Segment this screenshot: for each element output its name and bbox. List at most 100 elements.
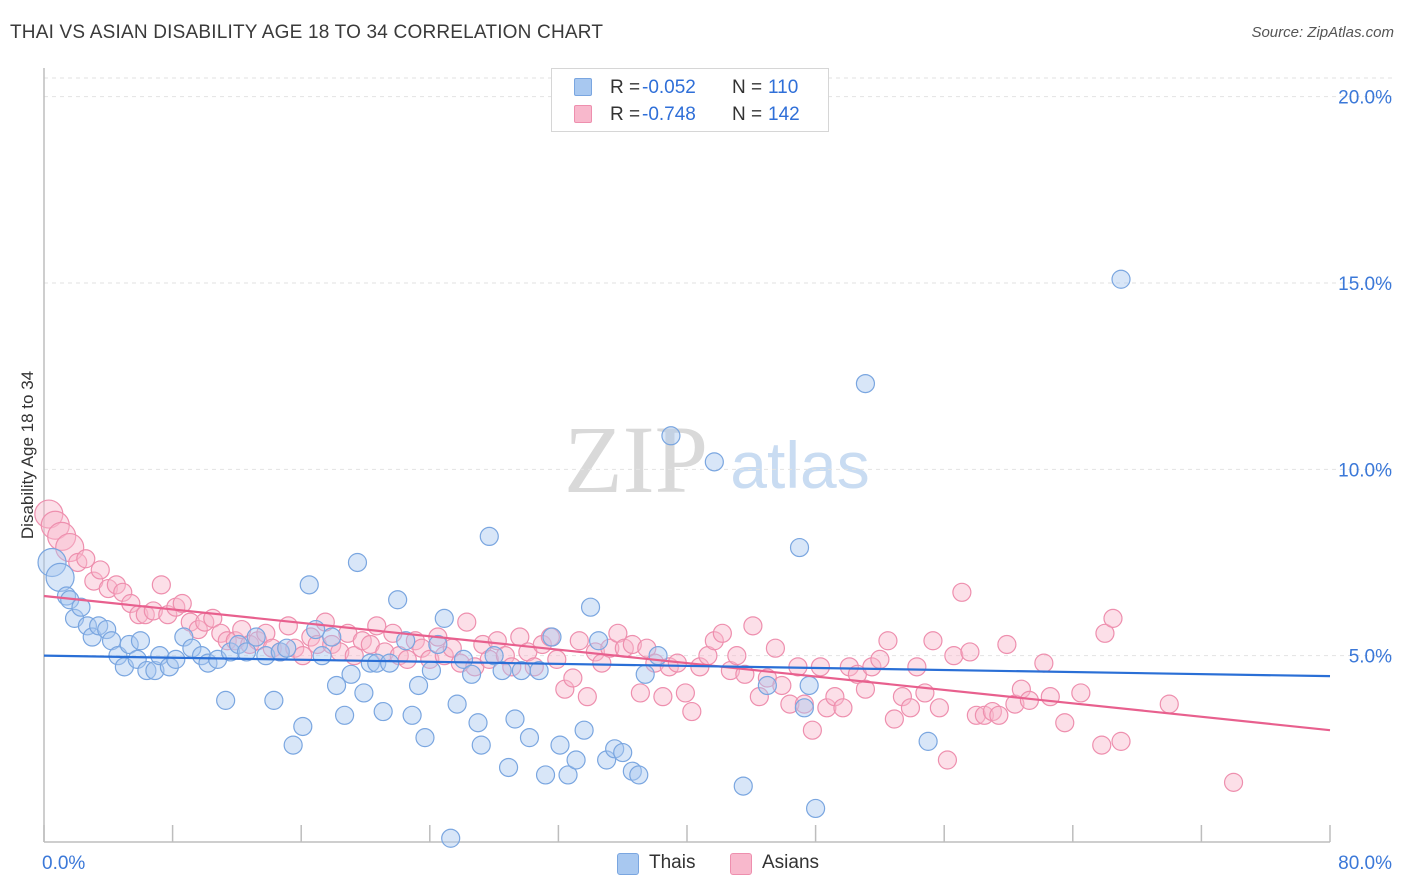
thais-point xyxy=(855,374,876,394)
thais-point xyxy=(137,660,157,681)
n-label: N = xyxy=(732,104,763,125)
thais-point xyxy=(119,634,139,655)
asians-point xyxy=(600,638,620,658)
asians-point xyxy=(90,560,110,580)
thais-point xyxy=(56,586,77,606)
thais-point xyxy=(434,608,454,628)
asians-point xyxy=(1095,623,1115,643)
thais-point xyxy=(805,798,826,819)
thais-point xyxy=(550,735,570,755)
legend-label-asians: Asians xyxy=(762,852,820,873)
trend-lines xyxy=(43,594,1331,732)
thais-point xyxy=(220,642,241,662)
y-tick-label: 10.0% xyxy=(1338,460,1392,481)
thais-point xyxy=(580,597,601,617)
thais-point xyxy=(322,627,342,647)
thais-point xyxy=(535,765,556,785)
thais-swatch xyxy=(574,78,592,96)
thais-point xyxy=(542,627,562,647)
asians-point xyxy=(412,638,432,658)
asians-point xyxy=(1055,713,1075,733)
asians-point xyxy=(997,634,1017,655)
thais-point xyxy=(277,638,297,658)
tick-labels: 5.0% 10.0% 15.0% 20.0% 0.0% 80.0% xyxy=(42,88,1392,874)
thais-point xyxy=(479,526,499,547)
x-tick-label: 0.0% xyxy=(42,853,85,874)
x-tick-label: 80.0% xyxy=(1338,853,1392,874)
asians-point xyxy=(989,705,1009,725)
asians-point xyxy=(76,549,96,569)
thais-point xyxy=(37,547,67,578)
asians-point xyxy=(817,698,837,718)
asians-point xyxy=(780,694,800,714)
r-label: R = xyxy=(610,77,641,98)
y-tick-label: 15.0% xyxy=(1338,274,1392,295)
thais-point xyxy=(468,713,488,733)
thais-trend-line xyxy=(43,654,1331,678)
thais-point xyxy=(421,660,442,681)
asians-point xyxy=(900,698,921,718)
asians-point xyxy=(825,687,845,707)
thais-point xyxy=(629,765,649,785)
asians-point xyxy=(569,631,589,651)
thais-point xyxy=(471,735,491,755)
n-label: N = xyxy=(732,77,763,98)
asians-point xyxy=(884,709,904,729)
thais-point xyxy=(428,634,448,655)
r-label: R = xyxy=(610,104,641,125)
asians-point xyxy=(637,638,657,658)
thais-point xyxy=(335,705,355,725)
thais-point xyxy=(388,590,408,610)
asians-point xyxy=(1092,735,1112,755)
asians-point xyxy=(630,683,650,703)
thais-point xyxy=(799,675,819,696)
asians-trend-line xyxy=(43,594,1331,732)
thais-point xyxy=(733,776,753,796)
thais-point xyxy=(794,698,814,718)
thais-point xyxy=(71,597,91,617)
asians-point xyxy=(106,575,126,595)
thais-point xyxy=(130,631,151,651)
thais-point xyxy=(360,653,380,673)
asians-point xyxy=(923,631,943,651)
r-value: -0.748 xyxy=(642,104,696,125)
asians-point xyxy=(457,612,477,632)
thais-point xyxy=(293,716,313,737)
thais-point xyxy=(529,660,549,681)
asians-point xyxy=(547,649,567,669)
asians-point xyxy=(55,532,85,563)
asians-point xyxy=(833,698,853,718)
asians-point xyxy=(682,701,702,722)
thais-point xyxy=(492,660,512,681)
thais-point xyxy=(566,750,586,770)
asians-point xyxy=(1071,683,1091,703)
asians-point xyxy=(1223,772,1244,792)
thais-point xyxy=(228,634,249,655)
thais-point xyxy=(97,619,117,640)
thais-point xyxy=(648,646,668,666)
thais-points xyxy=(37,269,1131,848)
asians-point xyxy=(952,582,972,602)
asians-point xyxy=(878,631,898,651)
thais-point xyxy=(396,631,416,651)
asians-point xyxy=(802,720,822,740)
asians-point xyxy=(675,683,695,703)
asians-point xyxy=(862,657,882,677)
thais-point xyxy=(415,728,435,748)
asians-point xyxy=(870,649,890,669)
asians-point xyxy=(765,638,786,658)
thais-point xyxy=(373,701,393,722)
asians-point xyxy=(1034,653,1054,673)
thais-swatch xyxy=(617,853,639,875)
thais-point xyxy=(347,552,368,573)
y-tick-label: 5.0% xyxy=(1349,647,1392,668)
thais-point xyxy=(216,690,236,710)
watermark-zip: ZIP xyxy=(564,406,708,513)
asians-points xyxy=(34,499,1244,792)
thais-point xyxy=(757,675,777,696)
thais-point xyxy=(1111,269,1131,289)
asians-swatch xyxy=(574,105,592,123)
asians-point xyxy=(653,687,673,707)
asians-point xyxy=(772,675,792,696)
thais-point xyxy=(789,537,810,558)
